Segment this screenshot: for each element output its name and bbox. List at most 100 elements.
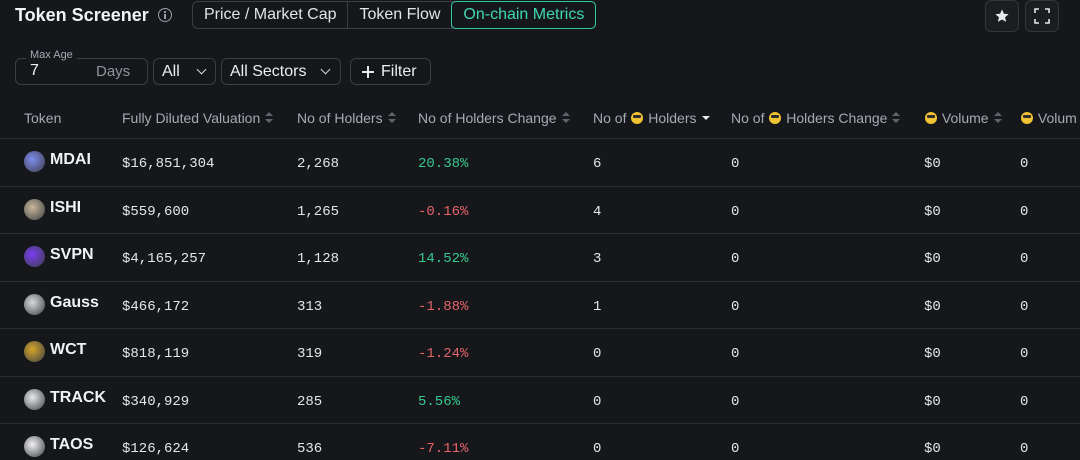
token-logo-icon xyxy=(24,341,45,362)
filter-bar: 7 Days Max Age All All Sectors Filter xyxy=(0,48,1080,88)
token-logo-icon xyxy=(24,293,45,315)
table-row[interactable]: SVPN $4,165,257 1,128 14.52% 3 0 $0 0 xyxy=(0,234,1080,282)
cell-holders: 1,265 xyxy=(297,203,340,220)
smart-money-icon xyxy=(1021,112,1033,124)
sort-icon xyxy=(892,112,901,124)
max-age-value[interactable]: 7 xyxy=(30,62,39,79)
cell-smart-holders: 0 xyxy=(593,346,602,362)
tab-on-chain-metrics[interactable]: On-chain Metrics xyxy=(451,1,597,29)
token-name[interactable]: WCT xyxy=(50,341,87,358)
table-row[interactable]: WCT $818,119 319 -1.24% 0 0 $0 0 xyxy=(0,329,1080,377)
cell-vol2: 0 xyxy=(1020,156,1029,172)
plus-icon xyxy=(362,66,374,78)
table-header: Token Fully Diluted Valuation No of Hold… xyxy=(0,96,1080,139)
cell-smart-change: 0 xyxy=(731,298,740,315)
token-name[interactable]: MDAI xyxy=(50,151,91,168)
cell-holders: 1,128 xyxy=(297,251,340,267)
token-name[interactable]: Gauss xyxy=(50,293,99,311)
cell-holders: 319 xyxy=(297,346,323,362)
favorite-button[interactable] xyxy=(985,0,1019,32)
smart-money-icon xyxy=(925,112,937,124)
cell-volume: $0 xyxy=(924,393,941,410)
col-fdv[interactable]: Fully Diluted Valuation xyxy=(122,110,274,126)
tab-price-market-cap[interactable]: Price / Market Cap xyxy=(193,2,349,28)
cell-volume: $0 xyxy=(924,251,941,267)
max-age-unit: Days xyxy=(96,63,131,80)
star-icon xyxy=(995,9,1009,22)
cell-holders: 285 xyxy=(297,393,323,410)
col-smart-volume[interactable]: Volume xyxy=(924,110,1002,126)
token-name[interactable]: SVPN xyxy=(50,246,94,263)
cell-smart-change: 0 xyxy=(731,393,740,410)
chain-select-value: All xyxy=(162,63,180,80)
col-smart-volume-2[interactable]: Volum xyxy=(1020,110,1077,126)
col-holders[interactable]: No of Holders xyxy=(297,110,396,126)
sort-icon xyxy=(387,112,396,124)
token-logo-icon xyxy=(24,198,45,220)
cell-vol2: 0 xyxy=(1020,441,1029,457)
token-name[interactable]: ISHI xyxy=(50,198,82,216)
token-logo-icon xyxy=(24,151,45,172)
cell-smart-holders: 0 xyxy=(593,393,602,410)
smart-money-icon xyxy=(631,112,644,124)
fullscreen-button[interactable] xyxy=(1025,0,1059,32)
cell-vol2: 0 xyxy=(1020,346,1029,362)
table-row[interactable]: TRACK $340,929 285 5.56% 0 0 $0 0 xyxy=(0,377,1080,424)
add-filter-button[interactable]: Filter xyxy=(350,58,431,85)
cell-smart-change: 0 xyxy=(731,203,740,220)
token-logo-icon xyxy=(24,246,45,267)
table-row[interactable]: TAOS $126,624 536 -7.11% 0 0 $0 0 xyxy=(0,424,1080,460)
sort-desc-icon xyxy=(701,112,710,124)
col-holders-change[interactable]: No of Holders Change xyxy=(418,110,570,126)
view-tabs: Price / Market Cap Token Flow On-chain M… xyxy=(192,1,597,29)
page-title: Token Screener xyxy=(15,5,149,25)
token-name[interactable]: TRACK xyxy=(50,388,106,406)
cell-volume: $0 xyxy=(924,156,941,172)
cell-fdv: $4,165,257 xyxy=(122,251,207,267)
cell-change: -1.88% xyxy=(418,298,469,315)
table-row[interactable]: MDAI $16,851,304 2,268 20.38% 6 0 $0 0 xyxy=(0,139,1080,187)
col-smart-holders[interactable]: No of Holders xyxy=(593,110,710,126)
cell-vol2: 0 xyxy=(1020,203,1029,220)
sectors-select-value: All Sectors xyxy=(230,63,307,80)
token-name[interactable]: TAOS xyxy=(50,436,94,453)
cell-smart-change: 0 xyxy=(731,441,740,457)
cell-holders: 2,268 xyxy=(297,156,340,172)
expand-icon xyxy=(1034,8,1050,24)
col-token[interactable]: Token xyxy=(24,110,62,126)
token-table: Token Fully Diluted Valuation No of Hold… xyxy=(0,96,1080,460)
cell-vol2: 0 xyxy=(1020,393,1029,410)
cell-holders: 313 xyxy=(297,298,323,315)
table-row[interactable]: ISHI $559,600 1,265 -0.16% 4 0 $0 0 xyxy=(0,187,1080,234)
chevron-down-icon xyxy=(320,64,331,75)
token-logo-icon xyxy=(24,436,45,457)
top-bar: Token Screener Price / Market Cap Token … xyxy=(0,0,1080,36)
cell-volume: $0 xyxy=(924,203,941,220)
cell-smart-holders: 1 xyxy=(593,298,602,315)
cell-change: 14.52% xyxy=(418,251,469,267)
cell-volume: $0 xyxy=(924,441,941,457)
cell-smart-holders: 3 xyxy=(593,251,602,267)
chevron-down-icon xyxy=(196,64,207,75)
table-row[interactable]: Gauss $466,172 313 -1.88% 1 0 $0 0 xyxy=(0,282,1080,329)
cell-vol2: 0 xyxy=(1020,298,1029,315)
cell-smart-holders: 0 xyxy=(593,441,602,457)
col-smart-holders-change[interactable]: No of Holders Change xyxy=(731,110,901,126)
info-icon[interactable] xyxy=(158,8,172,22)
sort-icon xyxy=(265,112,274,124)
cell-smart-change: 0 xyxy=(731,251,740,267)
tab-token-flow[interactable]: Token Flow xyxy=(348,2,453,28)
token-logo-icon xyxy=(24,388,45,410)
cell-fdv: $340,929 xyxy=(122,393,190,410)
cell-change: 20.38% xyxy=(418,156,469,172)
max-age-field[interactable]: 7 Days xyxy=(15,58,148,85)
table-body: MDAI $16,851,304 2,268 20.38% 6 0 $0 0 ISHI $559,… xyxy=(0,139,1080,460)
cell-smart-holders: 4 xyxy=(593,203,602,220)
cell-volume: $0 xyxy=(924,298,941,315)
smart-money-icon xyxy=(769,112,782,124)
chain-select[interactable]: All xyxy=(153,58,216,85)
cell-change: -0.16% xyxy=(418,203,469,220)
cell-holders: 536 xyxy=(297,441,323,457)
sectors-select[interactable]: All Sectors xyxy=(221,58,341,85)
cell-fdv: $559,600 xyxy=(122,203,190,220)
